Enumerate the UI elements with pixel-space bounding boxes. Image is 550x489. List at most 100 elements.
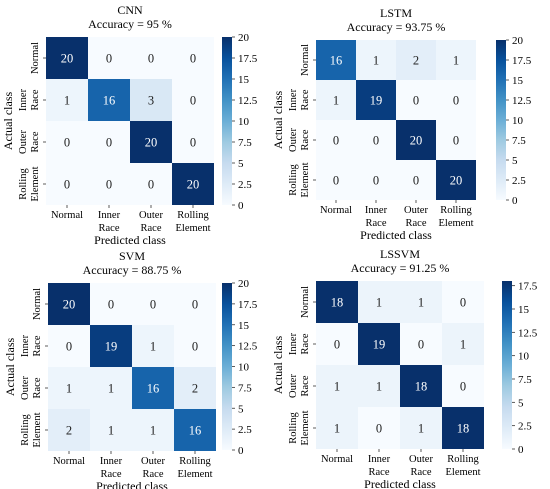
cell-value-label: 20 <box>410 134 423 148</box>
heatmap-cell <box>46 37 88 79</box>
heatmap-cell <box>130 37 172 79</box>
cell-value-label: 0 <box>334 338 340 352</box>
cell-value-label: 0 <box>106 52 112 66</box>
heatmap-cell <box>356 120 396 160</box>
x-tick-label: Race <box>143 469 164 480</box>
colorbar-tick-label: 0 <box>518 444 524 456</box>
colorbar-tick-label: 10 <box>512 115 524 127</box>
y-tick-label: Race <box>300 333 311 354</box>
x-tick-label: Race <box>369 467 390 478</box>
colorbar-tick-label: 7.5 <box>238 382 252 394</box>
x-axis-label: Predicted class <box>364 477 436 489</box>
colorbar <box>222 37 232 205</box>
colorbar-tick-label: 5 <box>512 155 518 167</box>
y-tick-label: Inner <box>18 88 29 111</box>
cell-value-label: 18 <box>415 380 428 394</box>
colorbar-tick-label: 0 <box>512 195 518 207</box>
y-axis-label: Actual class <box>271 336 285 395</box>
cell-value-label: 0 <box>108 298 114 312</box>
cell-value-label: 0 <box>148 52 154 66</box>
x-tick-label: Element <box>439 218 474 229</box>
cell-value-label: 20 <box>63 298 76 312</box>
cell-value-label: 0 <box>190 136 196 150</box>
y-tick-label: Race <box>30 131 41 152</box>
colorbar-tick-label: 2.5 <box>518 421 532 433</box>
colorbar <box>502 281 512 449</box>
cell-value-label: 1 <box>376 296 382 310</box>
cell-value-label: 0 <box>190 94 196 108</box>
cell-value-label: 0 <box>373 174 379 188</box>
y-tick-label: Normal <box>300 44 311 76</box>
colorbar-tick-label: 5 <box>238 158 244 170</box>
x-tick-label: Element <box>178 469 213 480</box>
chart-title: LSTM <box>380 6 412 20</box>
x-tick-label: Normal <box>321 454 353 465</box>
heatmap-cell <box>396 80 436 120</box>
x-tick-label: Rolling <box>440 205 472 216</box>
cell-value-label: 1 <box>334 380 340 394</box>
x-tick-label: Outer <box>404 205 428 216</box>
y-tick-label: Outer <box>288 374 299 398</box>
x-tick-label: Outer <box>139 210 163 221</box>
y-axis-label: Actual class <box>1 92 15 151</box>
heatmap-cell <box>442 407 484 449</box>
heatmap-cell <box>130 121 172 163</box>
x-tick-label: Element <box>446 467 481 478</box>
heatmap-cell <box>172 121 214 163</box>
heatmap-cell <box>316 120 356 160</box>
y-tick-label: Normal <box>300 286 311 318</box>
chart-title: LSSVM <box>380 247 420 261</box>
cell-value-label: 0 <box>190 52 196 66</box>
cell-value-label: 18 <box>331 296 344 310</box>
colorbar-tick-label: 17.5 <box>518 281 538 293</box>
heatmap-cell <box>46 163 88 205</box>
cell-value-label: 0 <box>192 298 198 312</box>
cell-value-label: 1 <box>333 94 339 108</box>
heatmap-cell <box>358 407 400 449</box>
heatmap-cell <box>396 160 436 200</box>
y-tick-label: Race <box>300 89 311 110</box>
y-tick-label: Rolling <box>18 168 29 200</box>
cell-value-label: 1 <box>418 422 424 436</box>
heatmap-cell <box>442 365 484 407</box>
cell-value-label: 1 <box>108 424 114 438</box>
chart-title: CNN <box>117 3 143 17</box>
x-tick-label: Inner <box>365 205 388 216</box>
heatmap-cell <box>48 409 90 451</box>
colorbar-tick-label: 15 <box>518 304 530 316</box>
heatmap-cell <box>436 80 476 120</box>
heatmap-cell <box>132 367 174 409</box>
cell-value-label: 20 <box>187 178 200 192</box>
chart-title: SVM <box>119 249 145 263</box>
colorbar-tick-label: 20 <box>512 35 524 47</box>
cell-value-label: 16 <box>147 382 160 396</box>
cell-value-label: 0 <box>106 136 112 150</box>
heatmap-cell <box>46 121 88 163</box>
heatmap-cell <box>400 323 442 365</box>
heatmap-cell <box>88 121 130 163</box>
cell-value-label: 16 <box>103 94 116 108</box>
y-tick-label: Race <box>32 377 43 398</box>
cell-value-label: 0 <box>453 134 459 148</box>
colorbar-tick-label: 17.5 <box>238 53 258 65</box>
heatmap-cell <box>48 325 90 367</box>
y-tick-label: Race <box>300 129 311 150</box>
heatmap-cell <box>436 40 476 80</box>
heatmap-cell <box>48 283 90 325</box>
x-tick-label: Rolling <box>177 210 209 221</box>
colorbar-tick-label: 10 <box>238 116 250 128</box>
colorbar-tick-label: 20 <box>238 32 250 44</box>
colorbar-tick-label: 12.5 <box>238 341 258 353</box>
cell-value-label: 0 <box>333 174 339 188</box>
cell-value-label: 20 <box>61 52 74 66</box>
x-tick-label: Normal <box>53 456 85 467</box>
x-axis-label: Predicted class <box>96 479 168 489</box>
cell-value-label: 0 <box>460 380 466 394</box>
x-tick-label: Rolling <box>447 454 479 465</box>
cell-value-label: 0 <box>460 296 466 310</box>
heatmap-cell <box>172 79 214 121</box>
colorbar-tick-label: 2.5 <box>238 179 252 191</box>
x-tick-label: Normal <box>320 205 352 216</box>
